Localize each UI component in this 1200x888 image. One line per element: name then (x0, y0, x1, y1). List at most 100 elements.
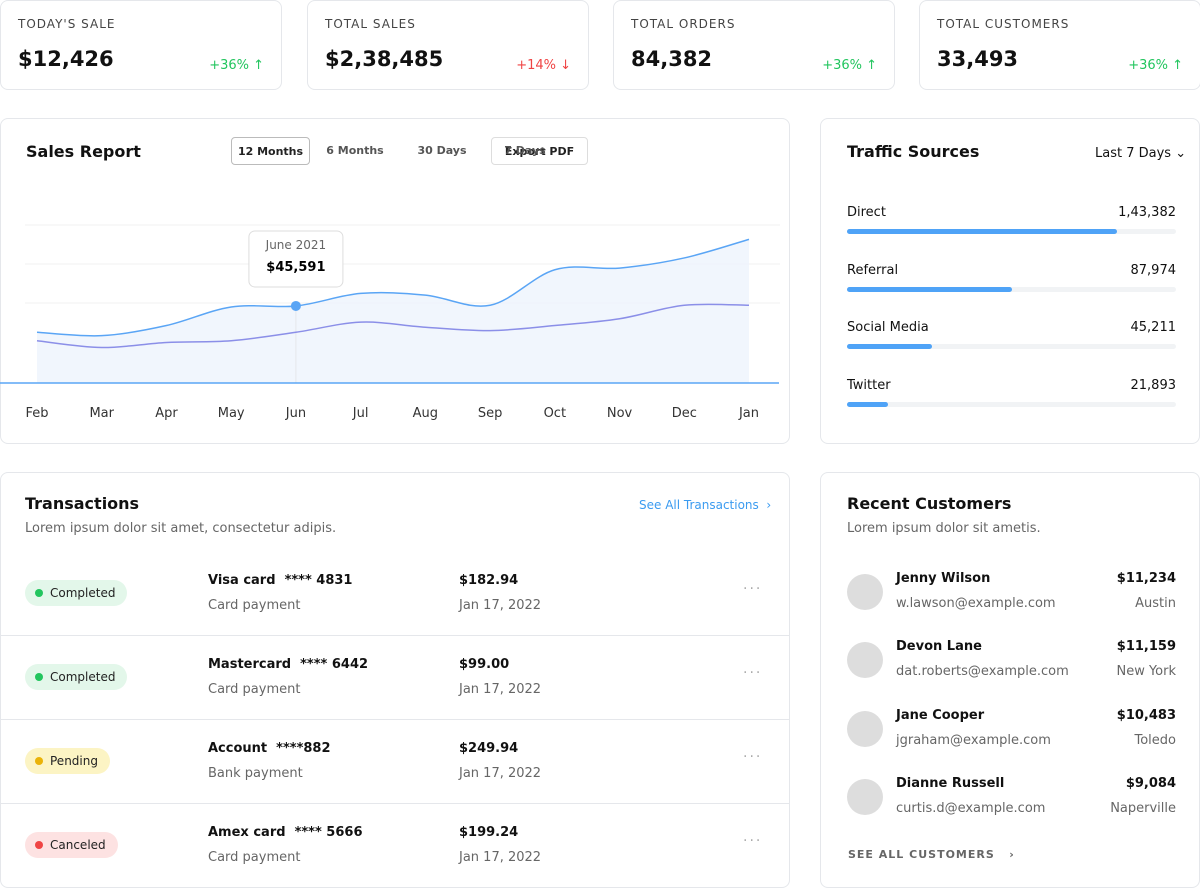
period-select[interactable]: Last 7 Days ⌄ (1095, 146, 1187, 161)
divider (1, 719, 789, 720)
sales-chart: Feb Mar Apr May Jun Jul Aug Sep Oct Nov Dec Jan June… (0, 224, 780, 421)
panel-title: Traffic Sources (847, 142, 980, 161)
area (37, 239, 749, 383)
status-dot (35, 673, 43, 681)
status-badge: Completed (25, 580, 128, 606)
tab[interactable]: 7 Days (504, 144, 546, 157)
stat-card: TOTAL CUSTOMERS 33,493 +36% ↑ (919, 0, 1200, 90)
source-name: Direct (847, 205, 886, 220)
stat-value: 84,382 (631, 47, 713, 71)
stat-label: TOTAL SALES (325, 17, 416, 31)
x-tick-label: Jan (738, 406, 759, 421)
link-label: See All Transactions (639, 498, 759, 512)
customer-name: Dianne Russell (896, 775, 1005, 791)
bar (847, 344, 932, 349)
customer-amount: $9,084 (1125, 775, 1176, 791)
avatar (847, 574, 883, 610)
source-value: 1,43,382 (1118, 205, 1176, 220)
stat-change: +36% ↑ (209, 58, 264, 73)
tab[interactable]: 6 Months (326, 144, 384, 157)
amount: $199.24 (459, 825, 519, 840)
transactions-panel: Transactions Lorem ipsum dolor sit amet,… (0, 472, 790, 888)
x-tick-label: Feb (25, 406, 48, 421)
tab[interactable]: 12 Months (231, 137, 310, 165)
customers-panel: Recent Customers Lorem ipsum dolor sit a… (820, 472, 1200, 888)
customer-amount: $10,483 (1116, 707, 1176, 723)
customer-amount: $11,234 (1116, 571, 1176, 586)
status-dot (35, 589, 43, 597)
stat-card: TODAY'S SALE $12,426 +36% ↑ (0, 0, 282, 90)
date: Jan 17, 2022 (459, 766, 542, 781)
row-menu[interactable]: ··· (743, 581, 763, 597)
row-menu[interactable]: ··· (743, 665, 763, 681)
stat-change: +14% ↓ (516, 58, 571, 73)
x-tick-label: Aug (413, 406, 438, 421)
panel-subtitle: Lorem ipsum dolor sit amet, consectetur … (25, 521, 337, 536)
avatar (847, 710, 883, 747)
bar-track (847, 401, 1176, 407)
avatar (847, 642, 883, 679)
see-all-link[interactable]: SEE ALL CUSTOMERS › (848, 848, 1015, 861)
source-value: 87,974 (1130, 262, 1177, 278)
panel-title: Transactions (25, 494, 140, 513)
status-badge: Completed (25, 664, 128, 690)
date: Jan 17, 2022 (459, 682, 542, 697)
line (36, 238, 750, 337)
line (36, 303, 750, 349)
stat-change: +36% ↑ (1128, 58, 1183, 73)
source-value: 21,893 (1130, 377, 1177, 393)
customer-city: Naperville (1110, 800, 1176, 816)
stat-value: 33,493 (937, 47, 1019, 71)
payment-type: Bank payment (208, 766, 303, 781)
stat-label: TOTAL ORDERS (631, 17, 736, 31)
status-dot (35, 757, 43, 765)
customer-email: jgraham@example.com (896, 732, 1051, 748)
payment-method: Visa card **** 4831 (208, 573, 353, 588)
highlight-point (290, 300, 301, 311)
payment-method: Amex card **** 5666 (208, 825, 363, 840)
customer-city: New York (1116, 664, 1176, 680)
x-tick-label: Sep (478, 406, 503, 421)
payment-method: Account ****882 (208, 741, 331, 756)
tooltip-value: $45,591 (266, 260, 325, 275)
stat-label: TODAY'S SALE (18, 17, 116, 31)
link-label: SEE ALL CUSTOMERS (848, 848, 995, 861)
date: Jan 17, 2022 (459, 850, 542, 865)
stat-card: TOTAL ORDERS 84,382 +36% ↑ (613, 0, 895, 90)
avatar (847, 778, 883, 815)
payment-type: Card payment (208, 850, 301, 865)
bar (847, 401, 889, 407)
x-tick-label: Nov (607, 406, 633, 421)
row-menu[interactable]: ··· (743, 833, 763, 849)
period-label: Last 7 Days (1095, 146, 1172, 161)
panel-title: Sales Report (26, 142, 141, 161)
tab[interactable]: 30 Days (417, 144, 467, 157)
payment-type: Card payment (208, 682, 301, 697)
x-tick-label: May (218, 406, 245, 421)
row-menu[interactable]: ··· (743, 749, 763, 765)
export-label: Export PDF (504, 145, 575, 158)
stat-value: $12,426 (18, 47, 114, 71)
date: Jan 17, 2022 (459, 598, 542, 613)
source-name: Referral (847, 262, 899, 278)
payment-method: Mastercard **** 6442 (208, 657, 369, 672)
stat-label: TOTAL CUSTOMERS (937, 17, 1070, 31)
see-all-link[interactable]: See All Transactions › (639, 498, 772, 512)
x-tick-label: Mar (89, 406, 114, 421)
x-tick-label: Oct (544, 406, 566, 421)
export-button[interactable]: Export PDF (491, 137, 588, 165)
x-tick-label: Apr (155, 406, 178, 421)
stat-change: +36% ↑ (822, 58, 877, 73)
panel-title: Recent Customers (847, 494, 1012, 513)
bar (847, 286, 1013, 292)
customer-city: Toledo (1134, 732, 1176, 748)
customer-name: Devon Lane (896, 639, 982, 655)
x-tick-label: Dec (672, 406, 697, 421)
customer-email: dat.roberts@example.com (896, 664, 1069, 680)
tooltip-label: June 2021 (265, 238, 327, 252)
divider (1, 635, 789, 636)
x-tick-label: Jul (352, 406, 369, 421)
customer-email: w.lawson@example.com (896, 596, 1056, 611)
bar (847, 229, 1117, 234)
